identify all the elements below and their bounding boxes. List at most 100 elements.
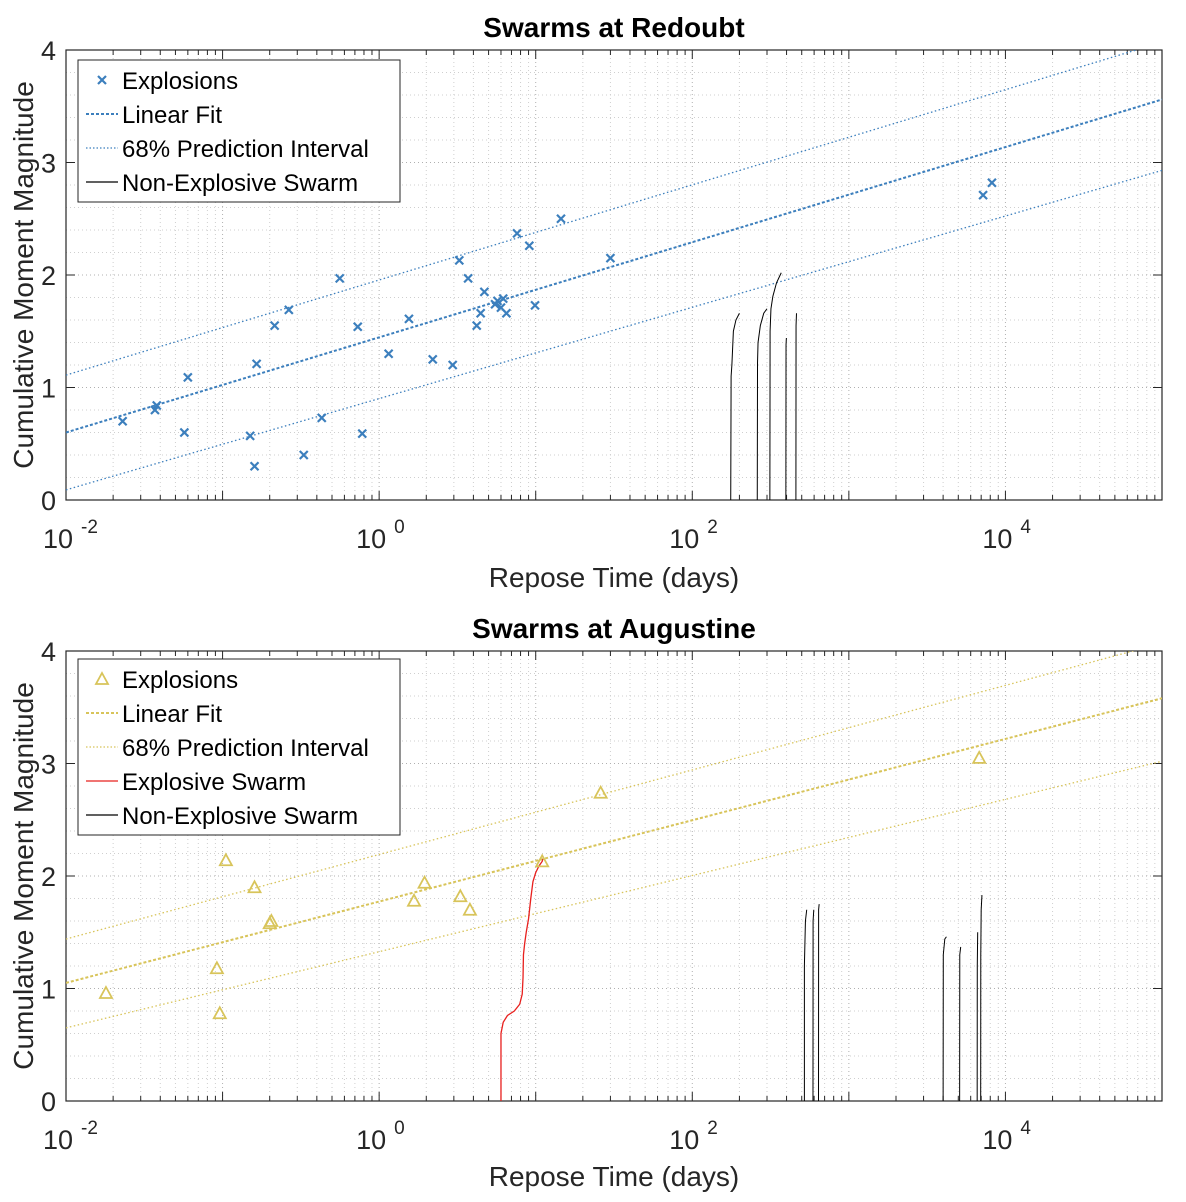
explosion-marker <box>269 320 280 331</box>
x-tick-label: 10 <box>43 524 73 554</box>
legend-label: Non-Explosive Swarm <box>122 170 358 197</box>
legend-label: Non-Explosive Swarm <box>122 803 358 830</box>
explosion-marker <box>417 874 433 889</box>
tick-marks <box>65 650 1163 1102</box>
non-explosive-swarm-line <box>803 909 808 1101</box>
y-tick-label: 3 <box>41 750 56 780</box>
legend: Explosions Linear Fit 68% Prediction Inter… <box>77 658 401 836</box>
explosion-marker <box>987 177 997 188</box>
x-tick-exponent: 2 <box>707 1118 718 1139</box>
prediction-interval-line <box>66 50 1139 376</box>
legend-marker <box>94 671 110 685</box>
explosion-marker <box>452 888 468 903</box>
y-axis-label: Cumulative Moment Magnitude <box>8 682 39 1070</box>
explosion-marker <box>492 296 503 306</box>
non-explosive-swarm-line <box>795 313 797 500</box>
chart-title: Swarms at Redoubt <box>483 12 744 43</box>
plot-data <box>66 50 1162 500</box>
x-tick-label: 10 <box>669 1125 699 1155</box>
legend-box <box>77 59 401 203</box>
explosion-marker <box>298 450 309 460</box>
y-tick-label: 4 <box>41 637 56 667</box>
explosion-marker <box>284 305 294 315</box>
y-tick-label: 2 <box>41 261 56 291</box>
x-tick-exponent: 2 <box>707 517 718 538</box>
legend-marker <box>97 75 107 85</box>
y-tick-label: 0 <box>41 1087 56 1117</box>
explosion-marker <box>245 431 255 441</box>
explosion-marker <box>263 913 279 927</box>
explosion-marker <box>404 314 414 324</box>
explosion-marker <box>316 413 327 423</box>
tick-marks <box>65 49 1163 501</box>
explosion-marker <box>249 461 260 472</box>
explosion-marker <box>152 400 162 411</box>
chart-2: 10 -2 10 0 10 2 10 4 0 1 2 3 4 Swarms at Augustine Rep… <box>8 613 1163 1192</box>
explosion-marker <box>212 1005 228 1020</box>
x-tick-label: 10 <box>669 524 699 554</box>
explosion-marker <box>534 853 550 868</box>
explosion-marker <box>183 372 193 383</box>
explosion-marker <box>334 273 345 284</box>
x-axis-label: Repose Time (days) <box>489 562 740 593</box>
x-tick-exponent: 0 <box>394 1118 405 1139</box>
explosion-marker <box>556 213 566 224</box>
explosion-marker <box>475 308 486 319</box>
explosion-marker <box>179 427 190 438</box>
explosion-marker <box>605 253 616 263</box>
legend-box <box>77 658 401 836</box>
legend-label: Explosions <box>122 667 238 694</box>
chart-1: 10 -2 10 0 10 2 10 4 0 1 2 3 4 Swarms at Redoubt Repos… <box>8 12 1163 593</box>
explosion-marker <box>209 960 225 975</box>
legend-label: 68% Prediction Interval <box>122 735 369 762</box>
explosion-marker <box>501 308 512 319</box>
x-tick-exponent: 0 <box>394 517 405 538</box>
x-tick-label: 10 <box>982 1125 1012 1155</box>
explosion-marker <box>218 852 234 867</box>
explosion-marker <box>593 784 609 799</box>
explosion-marker <box>352 321 363 332</box>
linear-fit-line <box>66 697 1162 984</box>
x-tick-exponent: 4 <box>1020 517 1031 538</box>
y-tick-label: 3 <box>41 149 56 179</box>
x-tick-exponent: -2 <box>81 1118 98 1139</box>
legend-label: 68% Prediction Interval <box>122 136 369 163</box>
explosion-marker <box>454 255 465 266</box>
y-tick-label: 1 <box>41 374 56 404</box>
non-explosive-swarm-line <box>769 272 782 500</box>
non-explosive-swarm-line <box>730 313 740 500</box>
non-explosive-swarm-line <box>785 337 787 500</box>
x-axis-label: Repose Time (days) <box>489 1161 740 1192</box>
explosion-marker <box>251 359 262 369</box>
legend: Explosions Linear Fit 68% Prediction Inter… <box>77 59 401 203</box>
explosion-marker <box>498 293 508 304</box>
explosion-marker <box>471 320 482 331</box>
y-tick-label: 2 <box>41 862 56 892</box>
legend-label: Explosions <box>122 68 238 95</box>
x-tick-label: 10 <box>43 1125 73 1155</box>
explosion-marker <box>978 190 988 200</box>
explosion-marker <box>530 300 540 311</box>
non-explosive-swarm-line <box>980 895 983 1101</box>
non-explosive-swarm-line <box>976 932 979 1101</box>
non-explosive-swarm-line <box>818 904 820 1101</box>
non-explosive-swarm-line <box>812 909 815 1101</box>
x-tick-exponent: 4 <box>1020 1118 1031 1139</box>
y-tick-label: 4 <box>41 36 56 66</box>
explosion-marker <box>512 228 522 239</box>
x-tick-exponent: -2 <box>81 517 98 538</box>
y-tick-label: 1 <box>41 975 56 1005</box>
y-tick-label: 0 <box>41 486 56 516</box>
explosion-marker <box>427 354 438 365</box>
explosion-marker <box>447 360 458 370</box>
y-axis-label: Cumulative Moment Magnitude <box>8 81 39 469</box>
non-explosive-swarm-line <box>756 308 768 500</box>
grid <box>66 651 1162 1101</box>
explosion-marker <box>479 287 490 297</box>
prediction-interval-line <box>66 651 1136 940</box>
explosion-marker <box>383 348 394 359</box>
x-tick-label: 10 <box>356 524 386 554</box>
legend-label: Linear Fit <box>122 102 222 129</box>
explosion-marker <box>117 416 128 427</box>
